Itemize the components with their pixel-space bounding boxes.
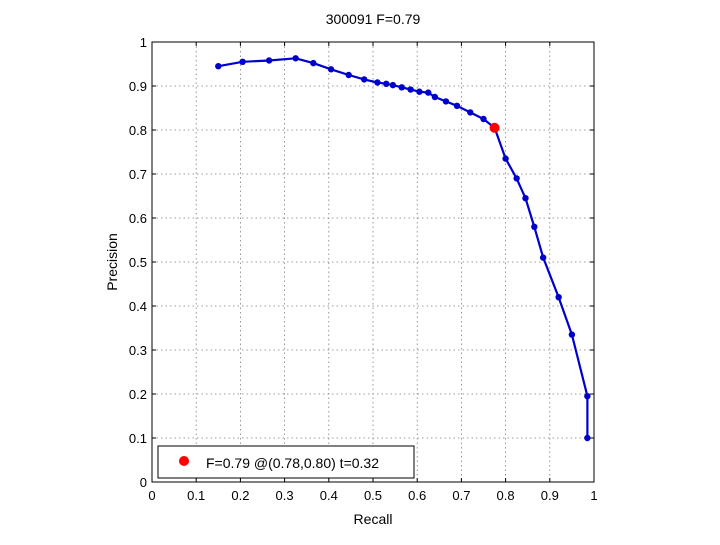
data-point	[360, 76, 368, 83]
y-tick-label: 0.6	[129, 211, 147, 226]
data-point	[531, 223, 538, 230]
legend-marker	[179, 456, 189, 466]
x-tick-label: 0.9	[541, 488, 559, 503]
x-tick-label: 0.4	[320, 488, 338, 503]
data-point	[480, 115, 487, 123]
data-point	[513, 175, 520, 182]
data-point	[265, 57, 273, 64]
x-tick-label: 0.6	[408, 488, 426, 503]
y-tick-label: 0.1	[129, 431, 147, 446]
data-point	[555, 294, 562, 301]
data-point	[568, 331, 576, 338]
ticks: 0 0.1 0.2 0.3 0.4 0.5 0.6 0.7 0.8 0.9 1 0 0.1 0.2 0.3 0…	[129, 35, 598, 503]
legend-box	[157, 445, 415, 479]
x-tick-label: 0.8	[497, 488, 515, 503]
data-point	[407, 86, 414, 93]
legend: F=0.79 @(0.78,0.80) t=0.32	[157, 445, 415, 479]
data-point	[584, 393, 591, 400]
data-point	[431, 93, 439, 101]
data-point	[383, 80, 390, 88]
data-point	[425, 89, 432, 96]
data-point	[416, 88, 423, 95]
y-tick-label: 0.2	[129, 387, 147, 402]
x-tick-label: 0.2	[231, 488, 249, 503]
chart-title: 300091 F=0.79	[326, 11, 421, 27]
series-layer	[215, 55, 591, 442]
data-point	[310, 59, 317, 67]
data-point	[374, 79, 381, 86]
data-point	[539, 254, 547, 261]
x-tick-label: 0.1	[187, 488, 205, 503]
x-tick-label: 0.5	[364, 488, 382, 503]
x-tick-label: 0	[148, 488, 155, 503]
data-point	[584, 434, 591, 442]
y-tick-label: 0	[140, 475, 147, 490]
data-point	[442, 98, 450, 105]
y-tick-label: 0.3	[129, 343, 147, 358]
data-point	[398, 84, 405, 91]
legend-label: F=0.79 @(0.78,0.80) t=0.32	[206, 455, 379, 471]
y-tick-label: 0.7	[129, 167, 147, 182]
data-point	[292, 55, 299, 62]
data-point	[215, 62, 222, 70]
data-point	[502, 155, 509, 162]
data-point	[467, 109, 474, 116]
grid	[152, 42, 594, 482]
data-point	[522, 195, 529, 202]
data-point	[327, 66, 335, 73]
x-tick-label: 1	[590, 488, 597, 503]
y-tick-label: 0.5	[129, 255, 147, 270]
y-tick-label: 0.4	[129, 299, 147, 314]
x-axis-label: Recall	[354, 511, 393, 527]
data-point	[239, 58, 246, 65]
y-tick-label: 1	[140, 35, 147, 50]
y-axis-label: Precision	[104, 233, 120, 291]
data-point	[453, 102, 461, 110]
data-point	[345, 71, 352, 79]
x-tick-label: 0.7	[452, 488, 470, 503]
y-tick-label: 0.8	[129, 123, 147, 138]
y-tick-label: 0.9	[129, 79, 147, 94]
best-f-point	[489, 122, 500, 133]
data-point	[389, 81, 397, 89]
x-tick-label: 0.3	[276, 488, 294, 503]
